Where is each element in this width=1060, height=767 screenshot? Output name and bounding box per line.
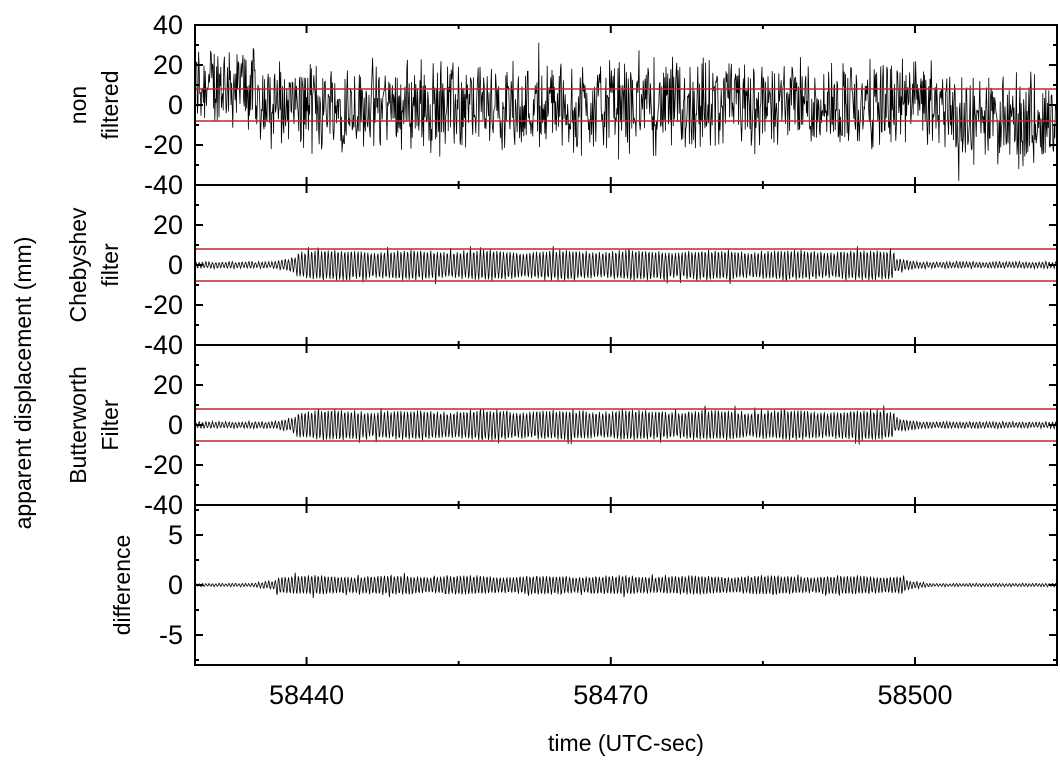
chebyshev-signal-line — [194, 246, 1057, 285]
x-tick-label: 58440 — [269, 680, 344, 710]
difference-y-tick-label: 5 — [168, 520, 183, 550]
difference-y-tick-label: 0 — [168, 570, 183, 600]
chebyshev-panel-label-line-2: filter — [97, 243, 123, 287]
label-layer: 40 20 0 -20 -40 non filtered 20 0 -20 -40 Chebyshev… — [65, 10, 953, 710]
non-filtered-panel-label-line-2: filtered — [97, 70, 123, 139]
non-filtered-y-tick-label: -40 — [144, 170, 183, 200]
non-filtered-y-tick-label: 0 — [168, 90, 183, 120]
x-tick-label: 58470 — [573, 680, 648, 710]
chebyshev-panel-label-line-1: Chebyshev — [65, 207, 91, 323]
butterworth-y-tick-label: 20 — [153, 370, 183, 400]
non-filtered-signal-line — [194, 42, 1057, 181]
tick-layer — [195, 24, 1057, 665]
signal-layer — [194, 42, 1057, 599]
y-axis-title: apparent displacement (mm) — [10, 237, 36, 530]
chebyshev-y-tick-label: -40 — [144, 330, 183, 360]
x-tick-label: 58500 — [877, 680, 952, 710]
difference-y-tick-label: -5 — [159, 620, 183, 650]
non-filtered-y-tick-label: -20 — [144, 130, 183, 160]
difference-signal-line — [194, 572, 1057, 599]
butterworth-panel-label-line-2: Filter — [97, 399, 123, 450]
chebyshev-y-tick-label: 0 — [168, 250, 183, 280]
non-filtered-panel-label-line-1: non — [65, 86, 91, 124]
threshold-layer — [195, 88, 1057, 442]
non-filtered-y-tick-label: 20 — [153, 50, 183, 80]
chebyshev-y-tick-label: -20 — [144, 290, 183, 320]
butterworth-y-tick-label: -20 — [144, 450, 183, 480]
butterworth-y-tick-label: -40 — [144, 490, 183, 520]
x-axis-title: time (UTC-sec) — [548, 730, 704, 756]
butterworth-panel-label-line-1: Butterworth — [65, 366, 91, 484]
butterworth-signal-line — [194, 405, 1057, 445]
butterworth-y-tick-label: 0 — [168, 410, 183, 440]
non-filtered-y-tick-label: 40 — [153, 10, 183, 40]
difference-panel-label-line-1: difference — [109, 535, 135, 636]
chebyshev-y-tick-label: 20 — [153, 210, 183, 240]
